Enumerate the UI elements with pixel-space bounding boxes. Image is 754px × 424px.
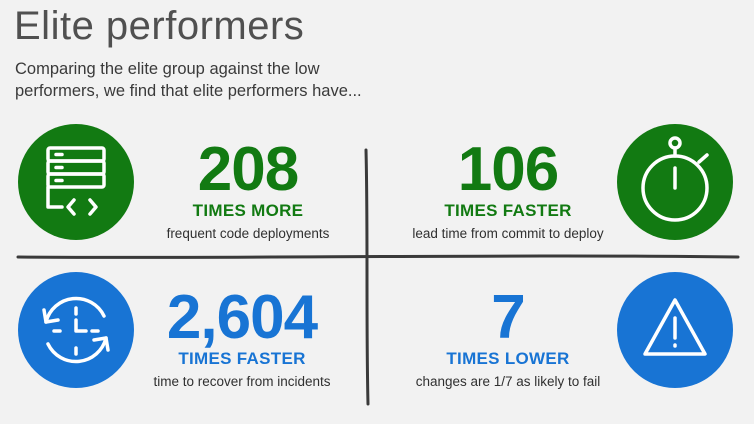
stat-unit: TIMES LOWER (446, 349, 570, 368)
server-code-icon (18, 124, 134, 240)
stat-unit: TIMES FASTER (178, 349, 306, 368)
page-subtitle: Comparing the elite group against the lo… (15, 60, 362, 100)
stat-unit: TIMES MORE (192, 201, 304, 220)
stat-unit: TIMES FASTER (444, 201, 572, 220)
stat-number: 7 (491, 283, 525, 352)
clock-refresh-icon (18, 272, 134, 388)
stat-deployments: 208 TIMES MORE frequent code deployments (128, 135, 368, 244)
stat-description: lead time from commit to deploy (412, 226, 604, 241)
stat-description: frequent code deployments (166, 226, 330, 241)
stat-change-failure: 7 TIMES LOWER changes are 1/7 as likely … (388, 283, 628, 392)
stat-description: time to recover from incidents (153, 374, 331, 389)
stat-number: 2,604 (166, 283, 318, 352)
stat-recovery: 2,604 TIMES FASTER time to recover from … (122, 283, 362, 392)
warning-triangle-icon (617, 272, 733, 388)
page-title: Elite performers (14, 4, 305, 48)
stat-lead-time: 106 TIMES FASTER lead time from commit t… (388, 135, 628, 244)
stat-description: changes are 1/7 as likely to fail (415, 374, 601, 389)
stopwatch-icon (617, 124, 733, 240)
stat-number: 106 (457, 135, 559, 204)
stat-number: 208 (197, 135, 299, 204)
